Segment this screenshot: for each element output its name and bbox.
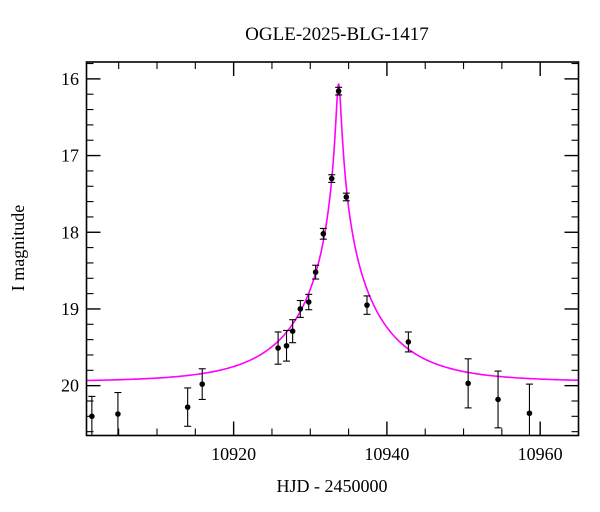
data-point-marker	[199, 381, 206, 387]
x-tick-label: 10920	[211, 444, 256, 464]
x-tick-label: 10940	[364, 444, 409, 464]
data-point-marker	[328, 175, 335, 182]
y-tick-label: 20	[61, 376, 79, 396]
data-point	[305, 293, 313, 311]
data-point	[342, 192, 350, 202]
data-point	[114, 392, 122, 436]
data-point-marker	[495, 396, 501, 403]
data-point	[198, 368, 206, 401]
data-point-marker	[312, 269, 319, 275]
data-point	[274, 331, 282, 365]
axis-ticks-group	[86, 62, 579, 436]
data-point	[404, 331, 412, 353]
data-point	[363, 295, 371, 315]
data-point	[184, 387, 192, 427]
data-point	[464, 358, 472, 409]
data-point-marker	[305, 299, 312, 305]
data-point-marker	[275, 345, 281, 351]
model-curve	[86, 83, 579, 382]
y-axis-label: I magnitude	[8, 205, 28, 291]
data-point	[494, 370, 502, 429]
y-tick-label: 19	[61, 299, 79, 319]
x-tick-label: 10960	[518, 444, 563, 464]
chart-title: OGLE-2025-BLG-1417	[245, 24, 429, 45]
data-point-marker	[364, 302, 370, 308]
data-point-marker	[115, 411, 121, 417]
tick-labels-group: 10920 10940 10960 16 17 18 19 20	[61, 69, 563, 464]
data-point	[328, 174, 336, 183]
data-point-marker	[526, 410, 533, 417]
data-points-group	[88, 86, 533, 436]
y-tick-label: 18	[61, 222, 79, 242]
data-point	[312, 264, 320, 280]
data-point-marker	[184, 404, 191, 410]
data-point	[525, 383, 533, 436]
data-point-marker	[465, 380, 471, 387]
plot-frame	[85, 61, 580, 437]
data-point	[296, 299, 304, 318]
x-axis-label: HJD - 2450000	[277, 476, 388, 496]
y-tick-label: 17	[61, 146, 79, 166]
data-point	[283, 329, 291, 362]
data-point-marker	[320, 230, 327, 237]
y-tick-label: 16	[61, 69, 79, 89]
data-point	[289, 319, 297, 344]
data-point	[319, 227, 327, 240]
data-point-marker	[297, 306, 304, 312]
data-point-marker	[335, 88, 342, 94]
data-point-marker	[343, 194, 350, 200]
data-point	[335, 86, 343, 96]
model-curve-group	[86, 83, 579, 382]
data-point-marker	[283, 342, 290, 349]
data-point-marker	[289, 328, 296, 334]
data-point-marker	[405, 339, 412, 345]
